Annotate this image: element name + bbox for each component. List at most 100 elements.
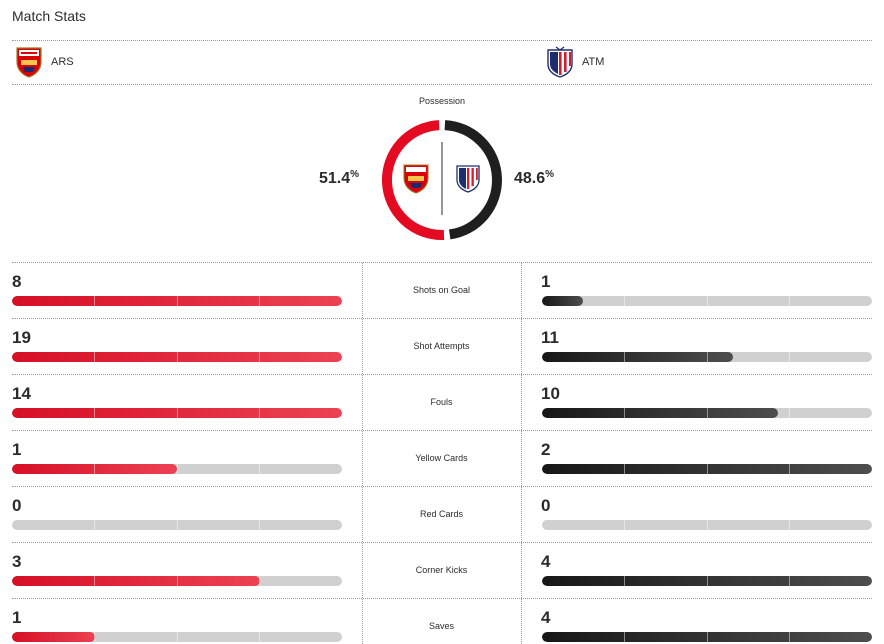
away-stat-bar bbox=[542, 520, 872, 530]
away-possession-arc bbox=[444, 120, 502, 240]
divider bbox=[12, 84, 872, 85]
away-stat-bar bbox=[542, 352, 872, 362]
stat-label: Saves bbox=[428, 621, 454, 631]
column-divider bbox=[521, 599, 522, 644]
home-stat-bar bbox=[12, 296, 342, 306]
stat-row: 19 Shot Attempts 11 bbox=[12, 318, 872, 374]
home-possession-value: 51.4% bbox=[319, 169, 360, 187]
home-team-abbr: ARS bbox=[51, 56, 74, 68]
home-stat-bar-fill bbox=[12, 352, 342, 362]
column-divider bbox=[362, 263, 363, 318]
column-divider bbox=[362, 431, 363, 486]
stat-row: 3 Corner Kicks 4 bbox=[12, 542, 872, 598]
home-team: ARS bbox=[15, 46, 74, 78]
away-possession-value: 48.6% bbox=[514, 169, 555, 187]
bar-segment bbox=[259, 632, 260, 642]
bar-segment bbox=[707, 296, 708, 306]
stats-table: 8 Shots on Goal 1 19 Shot Attempts 11 14 Fouls 1… bbox=[12, 262, 872, 644]
column-divider bbox=[362, 543, 363, 598]
away-stat-value: 4 bbox=[541, 608, 551, 627]
home-stat-bar bbox=[12, 520, 342, 530]
bar-segment bbox=[94, 408, 95, 418]
away-stat-value: 0 bbox=[541, 496, 551, 515]
bar-segment bbox=[94, 296, 95, 306]
bar-segment bbox=[94, 632, 95, 642]
home-stat-bar bbox=[12, 352, 342, 362]
bar-segment bbox=[177, 296, 178, 306]
home-stat-bar bbox=[12, 408, 342, 418]
bar-segment bbox=[707, 520, 708, 530]
arsenal-crest-icon bbox=[16, 47, 42, 78]
bar-segment bbox=[177, 576, 178, 586]
away-stat-bar bbox=[542, 632, 872, 642]
bar-segment bbox=[707, 464, 708, 474]
bar-segment bbox=[624, 576, 625, 586]
home-stat-bar bbox=[12, 464, 342, 474]
bar-segment bbox=[259, 576, 260, 586]
bar-segment bbox=[707, 632, 708, 642]
bar-segment bbox=[624, 520, 625, 530]
match-stats-title: Match Stats bbox=[12, 8, 86, 24]
home-stat-value: 1 bbox=[12, 440, 22, 459]
away-stat-bar bbox=[542, 408, 872, 418]
home-stat-bar-fill bbox=[12, 464, 177, 474]
bar-segment bbox=[789, 296, 790, 306]
column-divider bbox=[521, 431, 522, 486]
bar-segment bbox=[789, 632, 790, 642]
bar-segment bbox=[707, 408, 708, 418]
bar-segment bbox=[177, 352, 178, 362]
bar-segment bbox=[177, 632, 178, 642]
bar-segment bbox=[177, 408, 178, 418]
bar-segment bbox=[789, 464, 790, 474]
stat-label: Shot Attempts bbox=[413, 341, 470, 351]
home-stat-bar bbox=[12, 632, 342, 642]
home-possession-arc bbox=[382, 120, 445, 240]
home-stat-value: 14 bbox=[12, 384, 31, 403]
away-team: ATM bbox=[546, 46, 604, 78]
home-stat-value: 3 bbox=[12, 552, 22, 571]
column-divider bbox=[521, 319, 522, 374]
away-stat-bar bbox=[542, 464, 872, 474]
atletico-madrid-crest-icon bbox=[456, 165, 480, 193]
column-divider bbox=[521, 543, 522, 598]
column-divider bbox=[521, 375, 522, 430]
bar-segment bbox=[789, 408, 790, 418]
away-stat-bar bbox=[542, 576, 872, 586]
stat-row: 0 Red Cards 0 bbox=[12, 486, 872, 542]
stat-label: Corner Kicks bbox=[415, 565, 468, 575]
bar-segment bbox=[789, 520, 790, 530]
away-stat-value: 2 bbox=[541, 440, 551, 459]
atletico-madrid-crest-icon bbox=[547, 46, 573, 78]
home-stat-bar-fill bbox=[12, 296, 342, 306]
column-divider bbox=[521, 487, 522, 542]
away-stat-value: 10 bbox=[541, 384, 560, 403]
home-stat-bar bbox=[12, 576, 342, 586]
bar-segment bbox=[259, 352, 260, 362]
stat-label: Shots on Goal bbox=[412, 285, 471, 295]
away-stat-value: 4 bbox=[541, 552, 551, 571]
home-stat-value: 1 bbox=[12, 608, 22, 627]
bar-segment bbox=[259, 520, 260, 530]
away-stat-bar-fill bbox=[542, 632, 872, 642]
away-stat-bar-fill bbox=[542, 464, 872, 474]
away-stat-value: 1 bbox=[541, 272, 551, 291]
home-stat-bar-fill bbox=[12, 632, 95, 642]
bar-segment bbox=[707, 576, 708, 586]
bar-segment bbox=[624, 408, 625, 418]
bar-segment bbox=[624, 352, 625, 362]
bar-segment bbox=[94, 576, 95, 586]
column-divider bbox=[362, 319, 363, 374]
column-divider bbox=[362, 599, 363, 644]
stat-row: 8 Shots on Goal 1 bbox=[12, 262, 872, 318]
bar-segment bbox=[624, 296, 625, 306]
column-divider bbox=[362, 487, 363, 542]
stat-row: 14 Fouls 10 bbox=[12, 374, 872, 430]
bar-segment bbox=[707, 352, 708, 362]
bar-segment bbox=[624, 464, 625, 474]
away-stat-bar bbox=[542, 296, 872, 306]
away-stat-bar-fill bbox=[542, 408, 778, 418]
bar-segment bbox=[259, 296, 260, 306]
away-stat-bar-fill bbox=[542, 576, 872, 586]
away-stat-value: 11 bbox=[541, 328, 559, 347]
stat-row: 1 Saves 4 bbox=[12, 598, 872, 644]
